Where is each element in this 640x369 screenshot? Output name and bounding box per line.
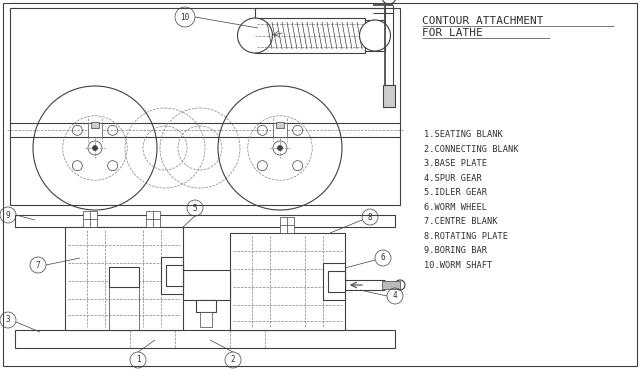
Bar <box>91 122 99 128</box>
Text: 6.WORM WHEEL: 6.WORM WHEEL <box>424 203 487 211</box>
Text: 2.CONNECTING BLANK: 2.CONNECTING BLANK <box>424 145 518 154</box>
Text: 4: 4 <box>393 292 397 300</box>
Bar <box>109 267 139 287</box>
Text: 1.SEATING BLANK: 1.SEATING BLANK <box>424 130 503 139</box>
Text: CONTOUR ATTACHMENT: CONTOUR ATTACHMENT <box>422 16 543 26</box>
Text: 10: 10 <box>180 13 189 21</box>
Bar <box>15 215 395 227</box>
Bar <box>83 211 97 227</box>
Circle shape <box>382 0 396 4</box>
Text: 5.IDLER GEAR: 5.IDLER GEAR <box>424 188 487 197</box>
Text: 7.CENTRE BLANK: 7.CENTRE BLANK <box>424 217 497 226</box>
Text: 8: 8 <box>368 213 372 221</box>
Bar <box>15 330 395 348</box>
Bar <box>200 312 212 327</box>
Bar <box>273 123 287 137</box>
Bar <box>230 233 345 330</box>
Circle shape <box>360 20 390 51</box>
Bar <box>183 270 230 300</box>
Bar <box>280 217 294 233</box>
Text: 7: 7 <box>36 261 40 269</box>
Bar <box>10 8 400 205</box>
Circle shape <box>278 145 282 151</box>
Text: 9.BORING BAR: 9.BORING BAR <box>424 246 487 255</box>
Circle shape <box>237 18 273 53</box>
Circle shape <box>93 145 97 151</box>
Text: 4.SPUR GEAR: 4.SPUR GEAR <box>424 173 482 183</box>
Text: 6: 6 <box>381 254 385 262</box>
Bar <box>328 271 345 292</box>
Text: FOR LATHE: FOR LATHE <box>422 28 483 38</box>
Bar <box>65 227 183 330</box>
Text: 5: 5 <box>193 203 197 213</box>
Text: 3.BASE PLATE: 3.BASE PLATE <box>424 159 487 168</box>
Text: 1: 1 <box>136 355 140 365</box>
Bar <box>161 257 183 294</box>
Bar <box>383 85 395 107</box>
Bar <box>255 18 365 53</box>
Bar <box>166 265 183 286</box>
Text: 9: 9 <box>6 210 10 220</box>
Bar <box>196 300 216 312</box>
Text: 8.ROTATING PLATE: 8.ROTATING PLATE <box>424 231 508 241</box>
Text: 3: 3 <box>6 315 10 324</box>
Bar <box>146 211 160 227</box>
Circle shape <box>395 280 405 290</box>
Text: 2: 2 <box>230 355 236 365</box>
Bar <box>323 263 345 300</box>
Text: 10.WORM SHAFT: 10.WORM SHAFT <box>424 261 492 269</box>
Bar <box>365 20 385 51</box>
Bar <box>382 281 400 289</box>
Bar <box>88 123 102 137</box>
Bar <box>276 122 284 128</box>
